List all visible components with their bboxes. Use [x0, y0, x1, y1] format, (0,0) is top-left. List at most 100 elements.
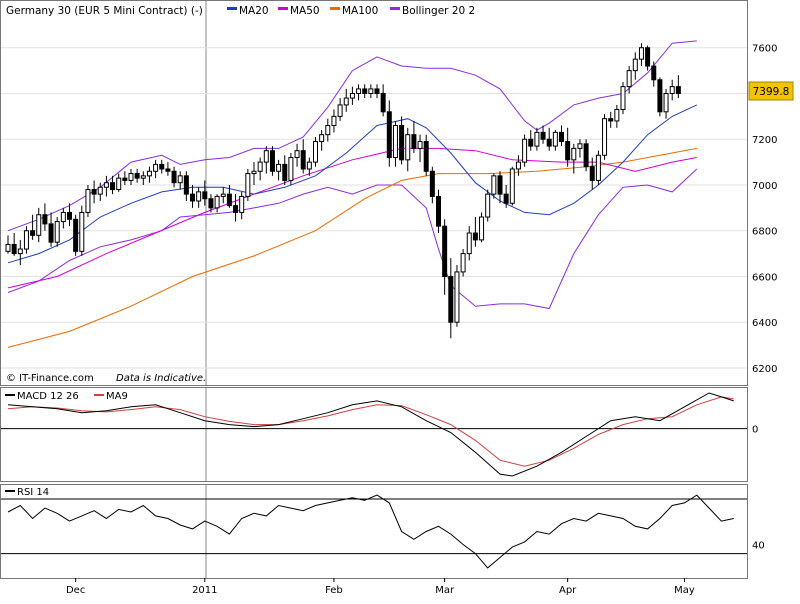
candle — [42, 203, 48, 231]
candle-body — [103, 182, 109, 188]
chart-title: Germany 30 (EUR 5 Mini Contract) (-) — [6, 5, 203, 17]
candle — [233, 194, 239, 222]
candle — [497, 171, 503, 204]
candle — [485, 189, 491, 222]
candle-body — [349, 92, 355, 99]
candle — [374, 84, 380, 99]
candle-body — [602, 118, 608, 156]
candle — [337, 98, 343, 121]
candle-body — [128, 173, 134, 181]
candle-body — [159, 163, 165, 170]
candle-body — [183, 175, 189, 195]
candle — [306, 157, 312, 176]
candle-body — [485, 193, 491, 218]
candle-body — [448, 275, 454, 323]
candle — [429, 166, 435, 204]
candle-body — [313, 141, 318, 163]
candle — [534, 127, 540, 151]
candle — [392, 120, 398, 167]
candle-body — [17, 248, 23, 255]
candle — [399, 116, 405, 165]
candle-body — [522, 138, 528, 163]
candle — [67, 203, 72, 227]
candle-body — [306, 161, 312, 170]
candle — [325, 118, 331, 142]
candle — [146, 166, 152, 183]
candle-body — [165, 168, 171, 172]
legend-label-rsi: RSI 14 — [17, 487, 49, 498]
candle-body — [614, 109, 620, 122]
candle-body — [202, 191, 208, 200]
candle-body — [528, 138, 534, 147]
candle-body — [196, 191, 202, 202]
candle-body — [263, 150, 269, 163]
candle — [559, 125, 564, 147]
legend-swatch-ma20 — [227, 7, 237, 10]
candle-body — [5, 243, 11, 252]
candle-body — [632, 58, 638, 72]
candle-body — [534, 131, 540, 147]
candle-body — [509, 168, 515, 204]
macd-layer: 0 — [1, 392, 758, 477]
candle-body — [429, 170, 435, 197]
candle-body — [233, 205, 239, 213]
price-tick-label: 6400 — [752, 318, 777, 329]
candle — [343, 88, 349, 112]
candle — [331, 109, 337, 133]
candle — [165, 162, 171, 176]
legend-swatch-rsi — [5, 490, 15, 492]
candle-body — [122, 177, 128, 181]
candle-body — [583, 143, 589, 168]
candle-body — [491, 175, 497, 195]
candle — [632, 52, 638, 80]
candle — [472, 217, 478, 247]
rsi-line — [7, 494, 734, 569]
candle — [183, 171, 189, 202]
candle — [626, 66, 632, 94]
candle-body — [589, 166, 595, 181]
candle-body — [559, 131, 564, 143]
candle-body — [294, 150, 300, 159]
candle-body — [208, 198, 214, 209]
macd-line — [7, 392, 734, 477]
candle — [17, 239, 23, 266]
macd-tick-label: 0 — [752, 425, 758, 436]
x-tick-label: Mar — [435, 585, 455, 596]
candle-body — [466, 232, 472, 255]
candle-body — [282, 163, 288, 181]
ma100-line — [7, 147, 697, 348]
legend-label-bollinger: Bollinger 20 2 — [402, 5, 475, 17]
candle-body — [36, 214, 42, 236]
candle-body — [669, 86, 675, 94]
candle-body — [23, 230, 29, 250]
candle — [546, 127, 552, 151]
candle-body — [645, 47, 651, 67]
candle-body — [380, 92, 386, 113]
x-tick-label: May — [674, 585, 695, 596]
candle-body — [436, 195, 441, 227]
candle — [103, 175, 109, 197]
candle — [190, 184, 195, 208]
candle — [362, 84, 368, 99]
candle-body — [79, 211, 85, 252]
legend-swatch-ma100 — [330, 7, 340, 10]
x-tick-label: Feb — [325, 585, 343, 596]
candle — [140, 171, 146, 185]
price-tick-label: 7200 — [752, 135, 777, 146]
candle-body — [171, 170, 177, 184]
rsi-tick-label: 40 — [752, 541, 765, 552]
candle — [202, 180, 208, 206]
candle — [36, 207, 42, 243]
candle — [11, 233, 17, 256]
candle — [23, 226, 29, 254]
candle-body — [540, 131, 546, 140]
candle — [442, 219, 448, 295]
candle — [171, 166, 177, 188]
rsi-layer: 40 — [1, 494, 765, 569]
candle-body — [146, 170, 152, 177]
candle-body — [91, 189, 97, 195]
candle — [522, 134, 528, 167]
candle — [251, 162, 257, 185]
candle-body — [546, 138, 552, 147]
